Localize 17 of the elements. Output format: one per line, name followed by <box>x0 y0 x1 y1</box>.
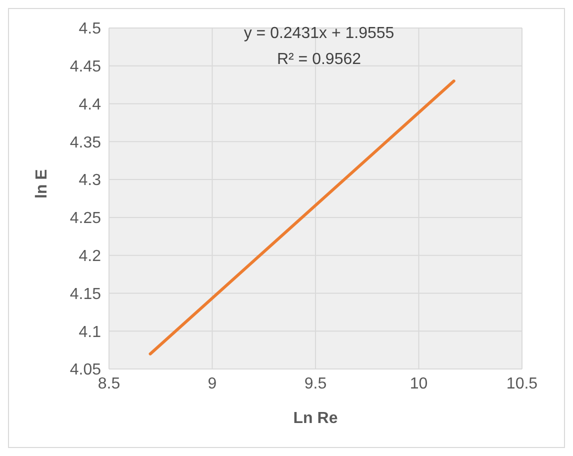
annotation: R² = 0.9562 <box>276 51 362 69</box>
x-tick-label: 9.5 <box>304 375 327 392</box>
y-tick-label: 4.15 <box>70 286 102 303</box>
y-tick-label: 4.5 <box>78 20 102 38</box>
y-tick-label: 4.1 <box>78 324 102 341</box>
y-tick-label: 4.2 <box>78 248 102 266</box>
annotation: y = 0.2431x + 1.9555 <box>242 25 396 43</box>
y-tick-label: 4.45 <box>70 58 102 76</box>
x-tick-label: 9 <box>208 375 217 392</box>
x-axis-title: Ln Re <box>293 410 338 427</box>
y-tick-label: 4.4 <box>78 96 102 114</box>
y-tick-label: 4.3 <box>78 172 102 190</box>
y-tick-label: 4.35 <box>70 134 102 152</box>
x-tick-label: 10.5 <box>506 375 538 392</box>
y-tick-label: 4.25 <box>70 210 102 228</box>
y-axis-title: ln E <box>34 168 51 198</box>
x-tick-label: 10 <box>410 375 428 392</box>
